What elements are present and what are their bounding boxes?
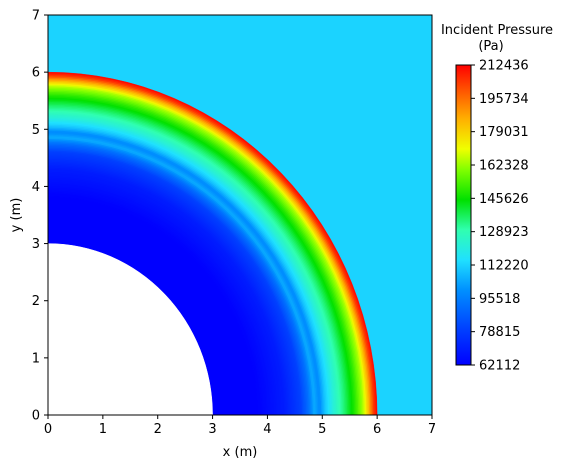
y-tick-label: 6 <box>32 66 40 81</box>
x-tick-label: 3 <box>208 422 216 437</box>
y-tick-label: 7 <box>32 9 40 24</box>
colorbar-tick-label: 112220 <box>479 259 529 274</box>
y-tick-label: 2 <box>32 294 40 309</box>
colorbar-tick-label: 195734 <box>479 92 529 107</box>
y-axis-label: y (m) <box>9 198 24 233</box>
y-axis: 0 1 2 3 4 5 6 7 <box>32 9 48 424</box>
x-tick-label: 2 <box>154 422 162 437</box>
colorbar-tick-label: 95518 <box>479 292 520 307</box>
x-axis: 0 1 2 3 4 5 6 7 <box>44 415 436 437</box>
colorbar-tick-label: 162328 <box>479 159 529 174</box>
y-tick-label: 0 <box>32 409 40 424</box>
y-tick-label: 3 <box>32 237 40 252</box>
colorbar-tick-label: 62112 <box>479 359 520 374</box>
colorbar-tick-label: 128923 <box>479 225 529 240</box>
plot-area <box>47 14 433 416</box>
x-tick-label: 0 <box>44 422 52 437</box>
x-tick-label: 1 <box>99 422 107 437</box>
pressure-rings <box>48 71 378 415</box>
x-tick-label: 4 <box>263 422 271 437</box>
x-tick-label: 5 <box>318 422 326 437</box>
colorbar-title-line1: Incident Pressure <box>441 23 553 38</box>
x-tick-label: 6 <box>373 422 381 437</box>
colorbar-tick-label: 78815 <box>479 325 520 340</box>
colorbar: Incident Pressure (Pa) 212436 195734 17903… <box>441 23 553 374</box>
x-axis-label: x (m) <box>223 445 258 460</box>
x-tick-label: 7 <box>428 422 436 437</box>
colorbar-ticks: 212436 195734 179031 162328 145626 128923 1122… <box>471 59 529 374</box>
colorbar-tick-label: 212436 <box>479 59 529 74</box>
y-tick-label: 4 <box>32 180 40 195</box>
plot-frame <box>47 14 433 416</box>
colorbar-tick-label: 179031 <box>479 125 529 140</box>
colorbar-gradient <box>455 64 472 366</box>
colorbar-tick-label: 145626 <box>479 192 529 207</box>
y-tick-label: 1 <box>32 351 40 366</box>
inner-void <box>48 243 213 415</box>
y-tick-label: 5 <box>32 123 40 138</box>
colorbar-title-line2: (Pa) <box>478 39 503 54</box>
